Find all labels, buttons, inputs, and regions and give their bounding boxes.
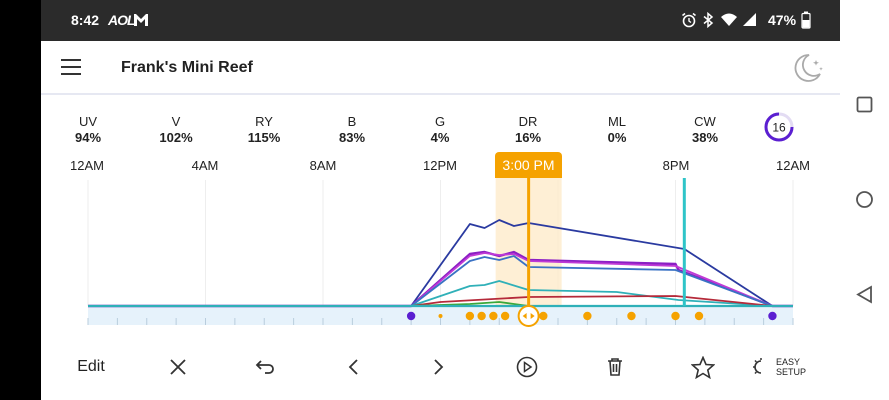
tick-12am-end: 12AM [776, 158, 810, 173]
easy-setup-icon [753, 358, 762, 375]
chevron-right-icon [434, 359, 444, 375]
moon-icon[interactable] [793, 52, 825, 84]
gmail-icon [134, 14, 148, 26]
favorite-button[interactable] [688, 352, 718, 382]
close-icon [170, 359, 186, 375]
series-line [88, 252, 793, 307]
channel-ml: ML 0% [607, 114, 627, 145]
marker-dot [438, 314, 443, 318]
play-circle-icon [516, 356, 538, 378]
wifi-icon [721, 13, 737, 26]
signal-icon [743, 13, 756, 26]
android-nav-bar [840, 0, 889, 400]
battery-icon [801, 11, 811, 29]
status-time: 8:42 [71, 12, 100, 28]
status-bar: 8:42 AOL 47% [41, 0, 840, 41]
channel-cw: CW 38% [691, 114, 719, 145]
star-icon [691, 355, 715, 379]
cursor-handle-arrows-icon [522, 313, 535, 319]
intensity-ring-value: 16 [772, 121, 786, 135]
time-cursor-label[interactable]: 3:00 PM [495, 152, 562, 178]
series-line [88, 280, 793, 307]
previous-button[interactable] [340, 352, 366, 382]
back-icon[interactable] [856, 285, 873, 304]
play-button[interactable] [514, 352, 540, 382]
undo-icon [255, 360, 274, 374]
home-icon[interactable] [855, 190, 874, 209]
edit-button[interactable]: Edit [77, 358, 105, 375]
tick-12am: 12AM [70, 158, 104, 173]
channel-uv: UV 94% [74, 114, 102, 145]
tick-8am: 8AM [309, 158, 337, 173]
hamburger-menu-icon[interactable] [60, 58, 82, 76]
channel-g: G 4% [430, 114, 450, 145]
channel-dr: DR 16% [514, 114, 542, 145]
easy-setup-button[interactable]: EASY SETUP [752, 352, 810, 382]
series-line [88, 219, 793, 307]
easy-setup-label-2: SETUP [776, 367, 807, 377]
next-button[interactable] [426, 352, 452, 382]
tick-12pm: 12PM [423, 158, 457, 173]
marker-dot [627, 311, 636, 321]
marker-dot [477, 311, 486, 321]
marker-dot [694, 311, 704, 321]
marker-dot [489, 311, 498, 321]
delete-button[interactable] [602, 352, 628, 382]
intensity-ring[interactable]: 16 [763, 111, 795, 143]
trash-icon [608, 358, 622, 376]
tick-8pm: 8PM [662, 158, 690, 173]
series-line [88, 255, 793, 307]
alarm-icon [682, 12, 696, 28]
marker-dot [406, 311, 416, 321]
channel-v: V 102% [159, 114, 193, 145]
marker-dot [768, 311, 777, 321]
marker-dot [583, 311, 592, 321]
battery-percent: 47% [768, 12, 797, 28]
aol-icon: AOL [108, 12, 136, 28]
marker-dot [465, 311, 475, 321]
marker-dot [671, 311, 680, 321]
undo-button[interactable] [252, 352, 278, 382]
page-title: Frank's Mini Reef [121, 59, 253, 76]
marker-dot [500, 311, 510, 321]
chevron-left-icon [348, 359, 358, 375]
channel-ry: RY 115% [247, 114, 281, 145]
marker-dot [539, 311, 548, 321]
bluetooth-icon [703, 12, 714, 28]
cursor-handle [517, 305, 540, 327]
channel-b: B 83% [338, 114, 366, 145]
tick-4am: 4AM [191, 158, 219, 173]
header-divider [41, 93, 840, 95]
recents-icon[interactable] [856, 96, 873, 113]
close-button[interactable] [165, 352, 191, 382]
easy-setup-label-1: EASY [776, 357, 801, 367]
